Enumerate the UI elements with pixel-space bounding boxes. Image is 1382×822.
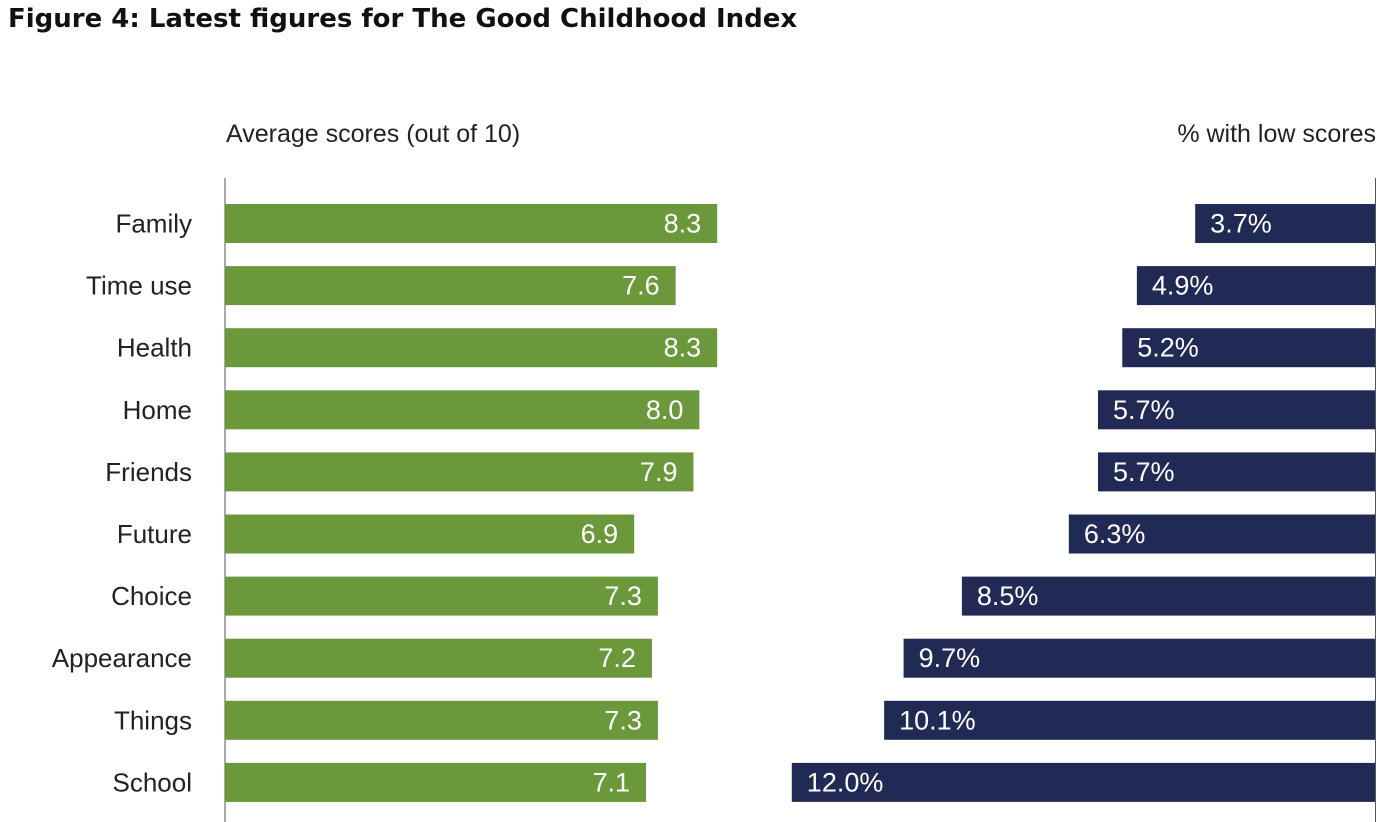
low-score-bar-friends (1097, 452, 1375, 492)
score-bar-things (225, 700, 658, 740)
category-label-time-use: Time use (86, 271, 192, 301)
category-label-things: Things (114, 705, 192, 735)
category-label-health: Health (117, 333, 192, 363)
right-panel-heading: % with low scores (1177, 120, 1376, 148)
category-label-school: School (113, 767, 193, 797)
bars-layer: Family 8.3 3.7% Time use 7.6 4.9% Health 8.3 5.2… (52, 204, 1375, 802)
category-label-future: Future (117, 519, 192, 549)
low-score-value-appearance: 9.7% (919, 643, 981, 673)
score-bar-time-use (225, 266, 676, 306)
low-score-bar-choice (961, 576, 1375, 616)
category-label-appearance: Appearance (52, 643, 192, 673)
low-score-bar-school (791, 762, 1375, 802)
score-bar-choice (225, 576, 658, 616)
score-value-home: 8.0 (646, 395, 684, 425)
low-score-bar-things (884, 700, 1375, 740)
low-score-bar-health (1122, 328, 1375, 368)
score-bar-friends (225, 452, 694, 492)
category-label-family: Family (115, 209, 192, 239)
low-score-bar-time-use (1136, 266, 1375, 306)
low-score-value-school: 12.0% (807, 767, 884, 797)
low-score-value-health: 5.2% (1137, 333, 1199, 363)
low-score-value-choice: 8.5% (977, 581, 1039, 611)
score-bar-health (225, 328, 718, 368)
chart-title: Figure 4: Latest figures for The Good Ch… (8, 4, 798, 34)
score-bar-home (225, 390, 700, 430)
score-value-things: 7.3 (604, 705, 642, 735)
low-score-value-future: 6.3% (1084, 519, 1146, 549)
low-score-bar-appearance (903, 638, 1375, 678)
category-label-home: Home (123, 395, 192, 425)
left-panel-heading: Average scores (out of 10) (226, 120, 521, 148)
low-score-value-family: 3.7% (1210, 209, 1272, 239)
score-bar-future (225, 514, 635, 554)
low-score-bar-family (1195, 204, 1375, 243)
score-value-time-use: 7.6 (622, 271, 660, 301)
score-bar-appearance (225, 638, 652, 678)
score-value-school: 7.1 (592, 767, 630, 797)
score-value-future: 6.9 (581, 519, 619, 549)
low-score-value-friends: 5.7% (1113, 457, 1175, 487)
score-bar-school (225, 762, 647, 802)
low-score-value-home: 5.7% (1113, 395, 1175, 425)
low-score-bar-home (1097, 390, 1375, 430)
category-label-choice: Choice (111, 581, 192, 611)
score-value-health: 8.3 (664, 333, 702, 363)
score-bar-family (225, 204, 718, 243)
low-score-value-time-use: 4.9% (1152, 271, 1214, 301)
low-score-value-things: 10.1% (899, 705, 976, 735)
score-value-appearance: 7.2 (598, 643, 636, 673)
score-value-choice: 7.3 (604, 581, 642, 611)
score-value-family: 8.3 (664, 209, 702, 239)
category-label-friends: Friends (105, 457, 192, 487)
score-value-friends: 7.9 (640, 457, 678, 487)
low-score-bar-future (1068, 514, 1375, 554)
